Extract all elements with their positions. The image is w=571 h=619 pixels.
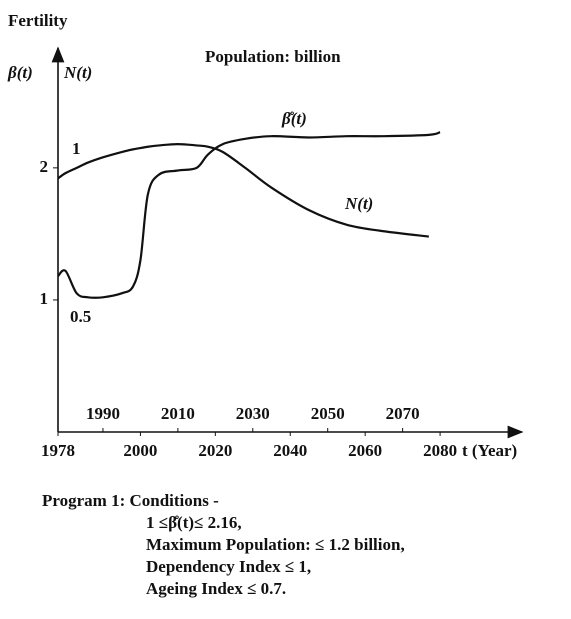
y-tick-label: 2 (40, 157, 49, 176)
x-tick-label: 2080 (423, 441, 457, 460)
x-tick-label: 2040 (273, 441, 307, 460)
x-tick-label: 2010 (161, 404, 195, 423)
line-series (57, 142, 429, 238)
note-line: 1 ≤β̊(t)≤ 2.16, (146, 513, 242, 532)
x-tick-label: 2050 (311, 404, 345, 423)
x-tick-label: 2000 (123, 441, 157, 460)
note-line: Dependency Index ≤ 1, (146, 557, 312, 576)
x-tick-label: 2020 (198, 441, 232, 460)
y-tick-label: 1 (40, 289, 49, 308)
annotation: 1 (72, 139, 81, 158)
chart-title: Population: billion (205, 47, 341, 66)
x-tick-label: 1978 (41, 441, 75, 460)
x-tick-label: 2060 (348, 441, 382, 460)
x-tick-label: 2030 (236, 404, 270, 423)
note-line: Ageing Index ≤ 0.7. (146, 579, 287, 598)
note-line: Program 1: Conditions - (42, 491, 219, 510)
y-axis-title: Fertility (8, 11, 68, 30)
y-axis-label: N(t) (63, 63, 92, 82)
series-label: β̊(t) (281, 109, 307, 128)
series-label: N(t) (344, 194, 373, 213)
note-line: Maximum Population: ≤ 1.2 billion, (146, 535, 405, 554)
x-axis-label: t (Year) (462, 441, 517, 460)
y-axis-label: β(t) (7, 63, 33, 82)
x-tick-label: 2070 (386, 404, 420, 423)
line-series (57, 131, 441, 299)
notes: Program 1: Conditions - 1 ≤β̊(t)≤ 2.16, … (42, 490, 405, 600)
x-tick-label: 1990 (86, 404, 120, 423)
chart: Fertility β(t) N(t) Population: billion … (7, 11, 524, 460)
annotation: 0.5 (70, 307, 91, 326)
